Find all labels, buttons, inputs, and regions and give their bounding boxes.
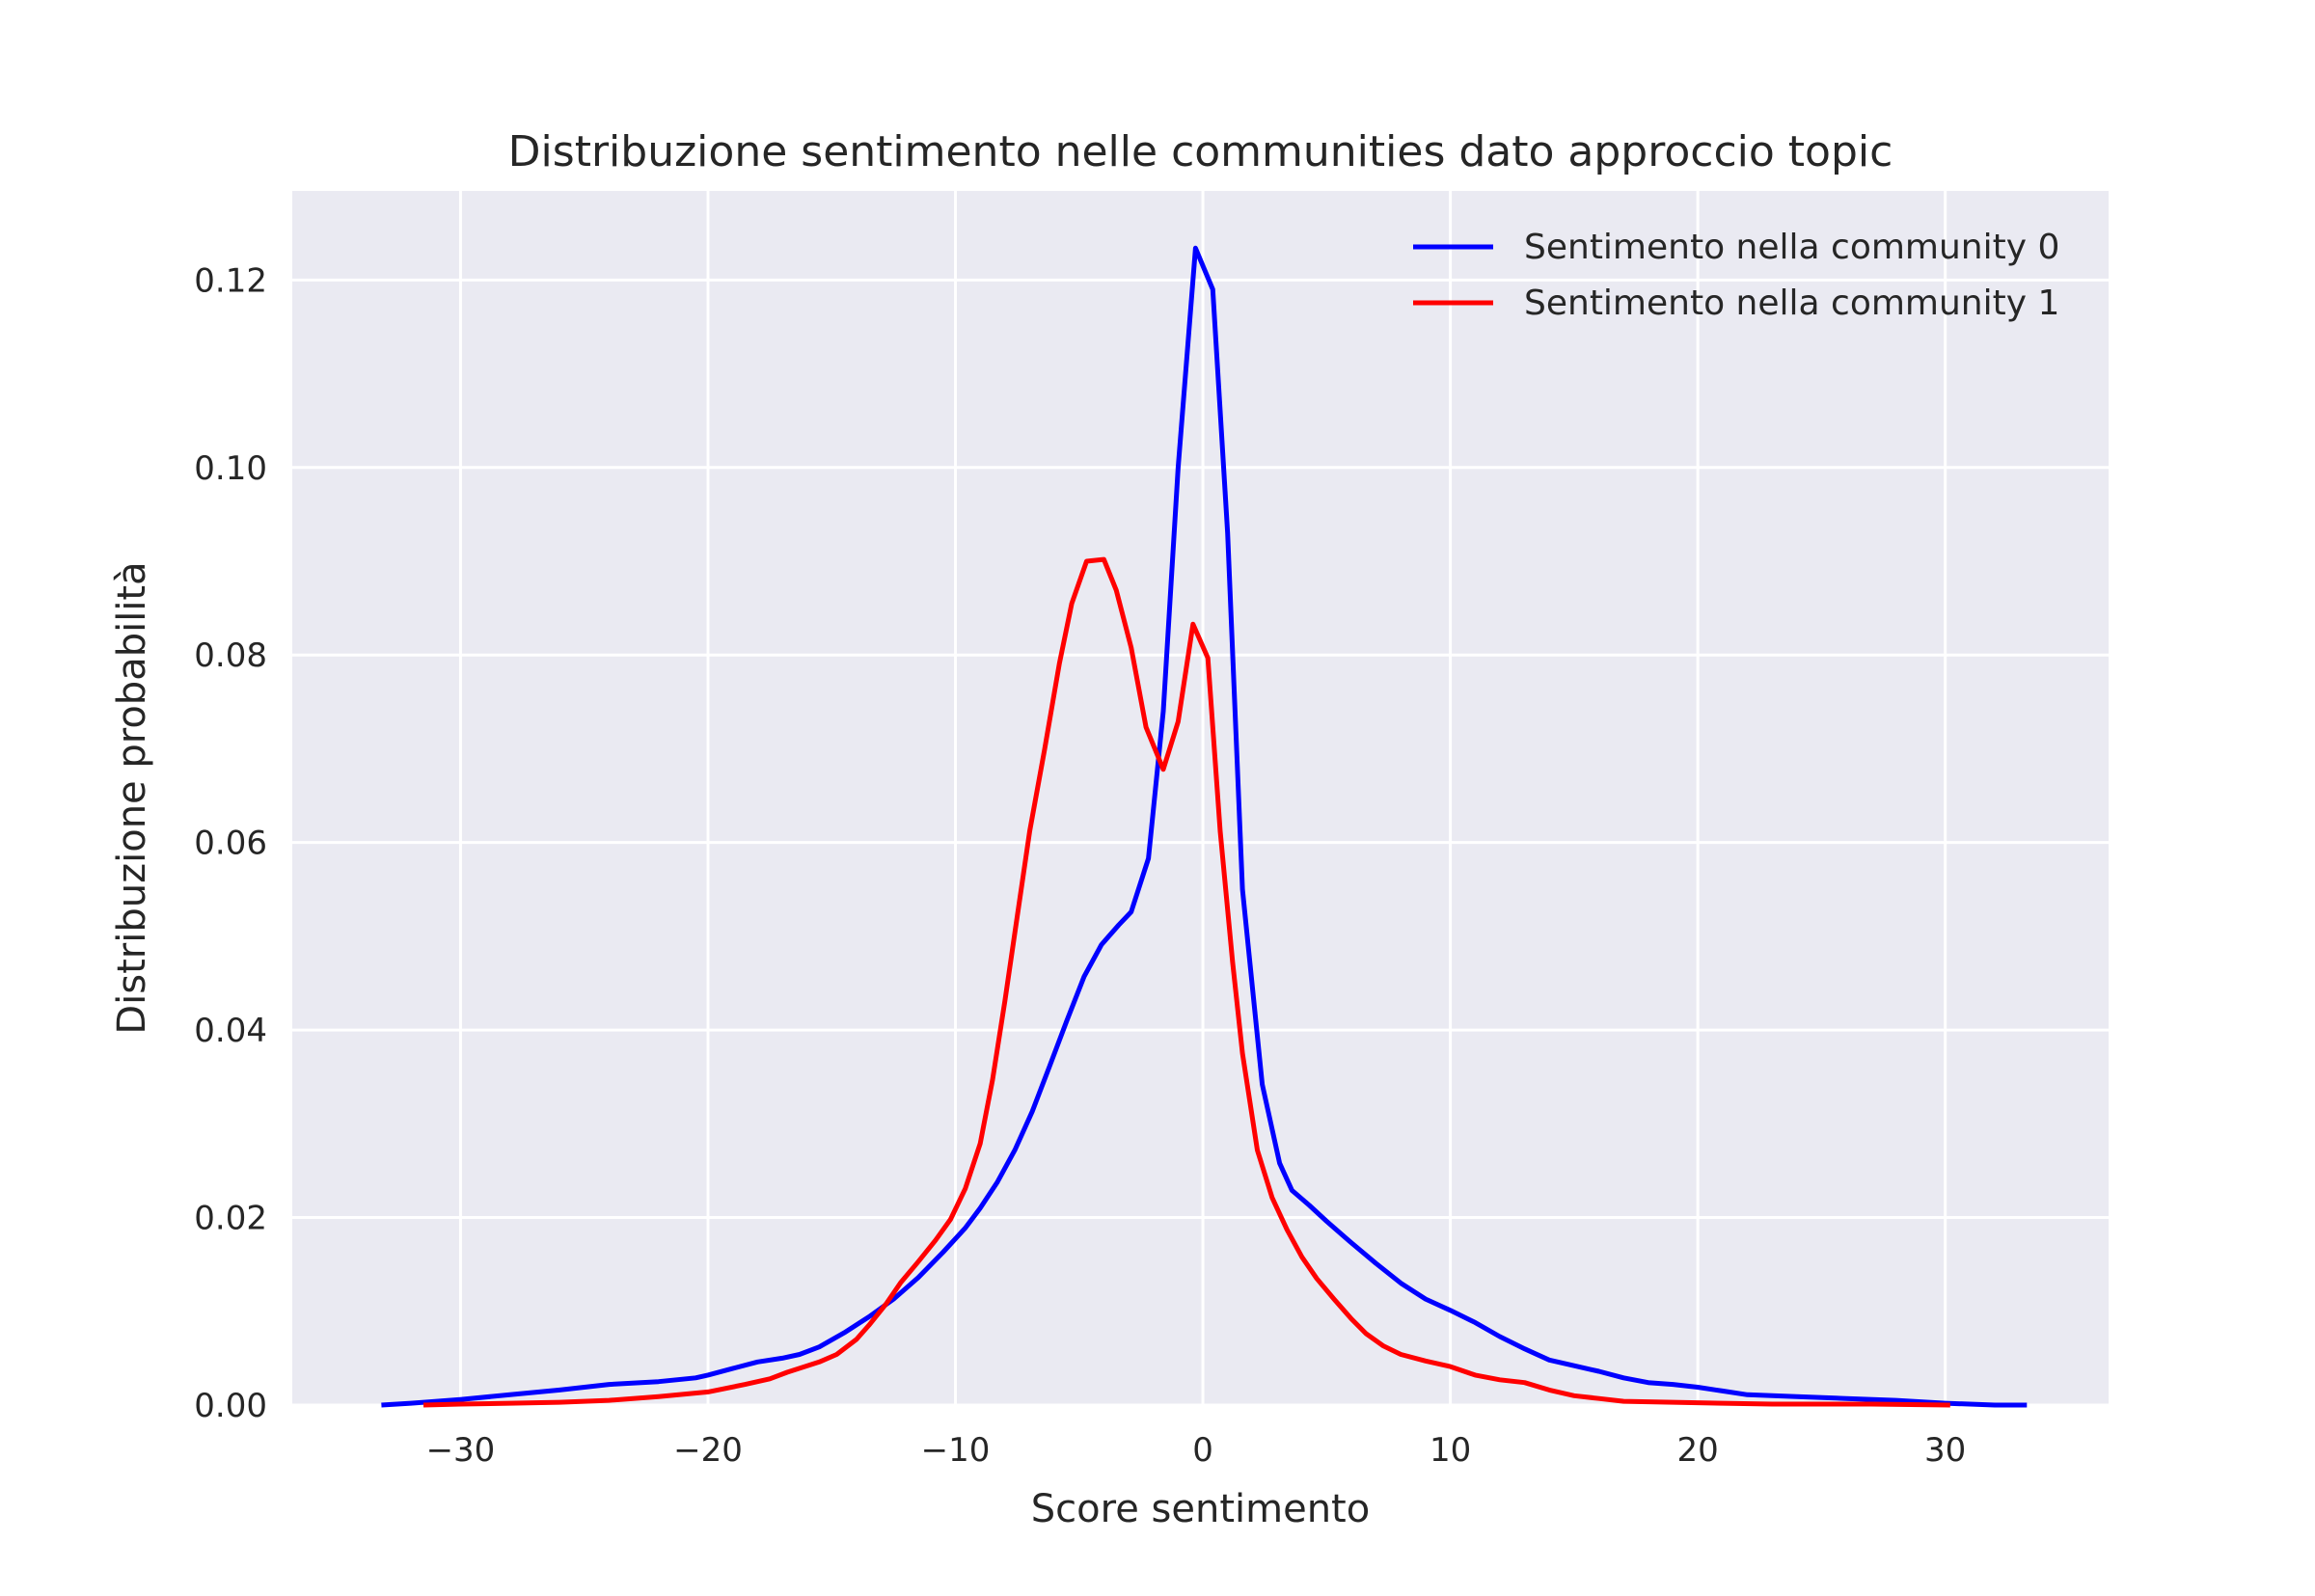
- x-tick-label: 0: [1192, 1431, 1213, 1470]
- x-tick-label: 20: [1677, 1431, 1719, 1470]
- grid-lines: [292, 191, 2109, 1407]
- legend-entry-label: Sentimento nella community 1: [1524, 284, 2059, 323]
- legend: Sentimento nella community 0 Sentimento n…: [1413, 228, 2059, 323]
- y-axis-label: Distribuzione probabilità: [110, 561, 154, 1034]
- x-tick-label: −10: [921, 1431, 991, 1470]
- y-tick-label: 0.08: [194, 636, 267, 675]
- y-tick-label: 0.04: [194, 1012, 267, 1050]
- tick-labels: −30 −20 −10 0 10 20 30 0.00 0.02 0.04 0.06 0.08 0.10…: [194, 261, 1966, 1470]
- x-tick-label: 10: [1430, 1431, 1471, 1470]
- y-tick-label: 0.12: [194, 261, 267, 300]
- x-tick-label: −20: [673, 1431, 743, 1470]
- y-tick-label: 0.00: [194, 1387, 267, 1425]
- x-tick-label: −30: [426, 1431, 496, 1470]
- legend-entry-label: Sentimento nella community 0: [1524, 228, 2059, 267]
- plot-area: [292, 191, 2109, 1405]
- y-tick-label: 0.10: [194, 449, 267, 488]
- x-axis-label: Score sentimento: [1031, 1487, 1370, 1531]
- x-tick-label: 30: [1924, 1431, 1966, 1470]
- chart-title: Distribuzione sentimento nelle communiti…: [508, 127, 1893, 176]
- y-tick-label: 0.06: [194, 825, 267, 863]
- y-tick-label: 0.02: [194, 1200, 267, 1238]
- series-lines: [381, 245, 2028, 1408]
- series-line-community-1: [422, 556, 1950, 1408]
- series-line-community-0: [381, 245, 2028, 1408]
